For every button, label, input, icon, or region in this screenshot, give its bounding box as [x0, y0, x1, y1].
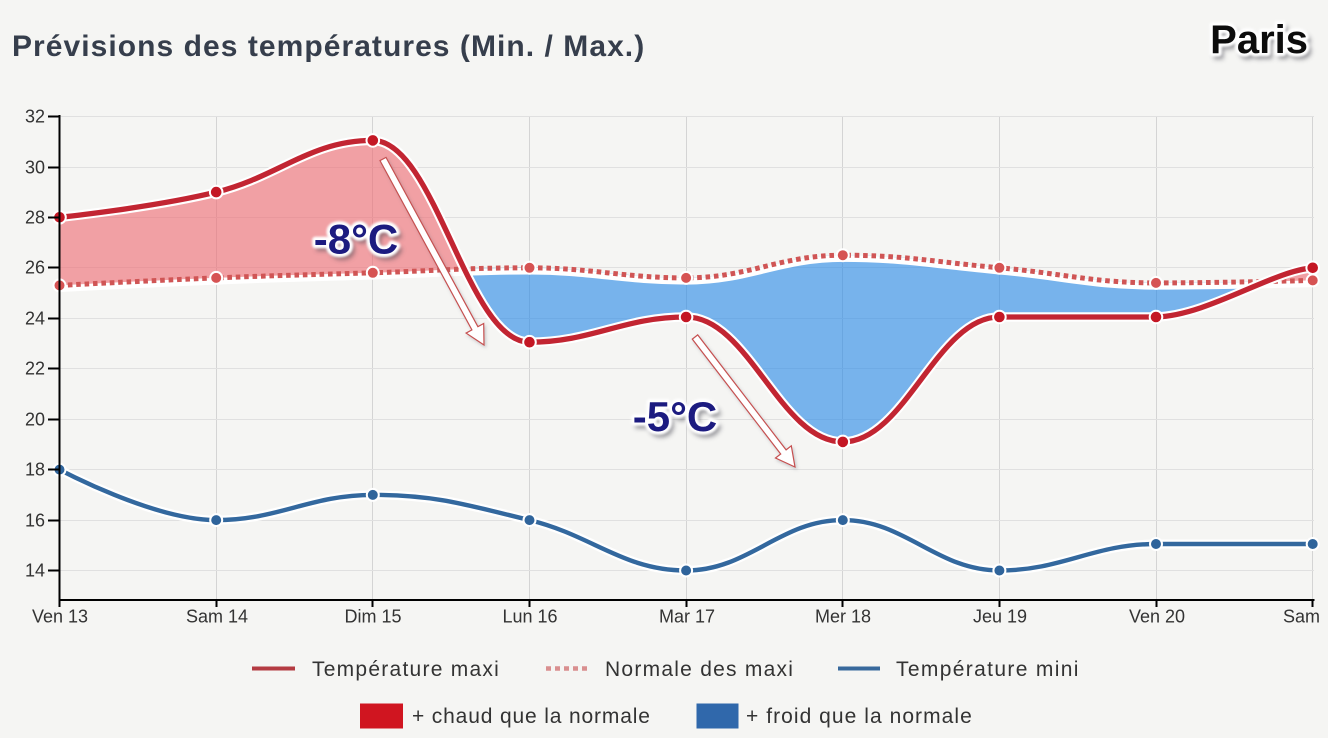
svg-text:32: 32	[25, 107, 45, 127]
svg-text:+ froid que la normale: + froid que la normale	[746, 705, 973, 728]
svg-text:Température mini: Température mini	[896, 658, 1080, 681]
svg-text:14: 14	[25, 561, 45, 581]
svg-text:Lun 16: Lun 16	[502, 607, 557, 627]
svg-text:-8°C: -8°C	[317, 220, 401, 267]
svg-text:-5°C: -5°C	[636, 397, 720, 444]
svg-text:-5°C: -5°C	[633, 393, 717, 440]
svg-text:Ven 20: Ven 20	[1129, 607, 1185, 627]
svg-text:26: 26	[25, 258, 45, 278]
svg-text:-8°C: -8°C	[314, 216, 398, 263]
svg-text:18: 18	[25, 460, 45, 480]
svg-text:Ven 13: Ven 13	[32, 607, 88, 627]
svg-text:28: 28	[25, 208, 45, 228]
svg-text:-5°C: -5°C	[633, 393, 717, 440]
svg-text:Prévisions des températures (M: Prévisions des températures (Min. / Max.…	[12, 30, 645, 63]
svg-text:Paris: Paris	[1213, 22, 1311, 66]
svg-text:Normale des maxi: Normale des maxi	[605, 658, 794, 681]
svg-text:-8°C: -8°C	[314, 216, 398, 263]
svg-text:Paris: Paris	[1210, 18, 1308, 62]
svg-text:Paris: Paris	[1210, 18, 1308, 62]
svg-text:20: 20	[25, 410, 45, 430]
svg-text:Sam: Sam	[1283, 607, 1320, 627]
svg-text:+ chaud que la normale: + chaud que la normale	[412, 705, 651, 728]
svg-text:30: 30	[25, 158, 45, 178]
svg-text:Dim 15: Dim 15	[344, 607, 401, 627]
svg-text:22: 22	[25, 359, 45, 379]
svg-text:Mar 17: Mar 17	[659, 607, 715, 627]
svg-text:24: 24	[25, 309, 45, 329]
svg-text:16: 16	[25, 511, 45, 531]
svg-text:Sam 14: Sam 14	[186, 607, 248, 627]
svg-text:Température maxi: Température maxi	[312, 658, 500, 681]
svg-text:Jeu 19: Jeu 19	[973, 607, 1027, 627]
svg-text:Mer 18: Mer 18	[815, 607, 871, 627]
